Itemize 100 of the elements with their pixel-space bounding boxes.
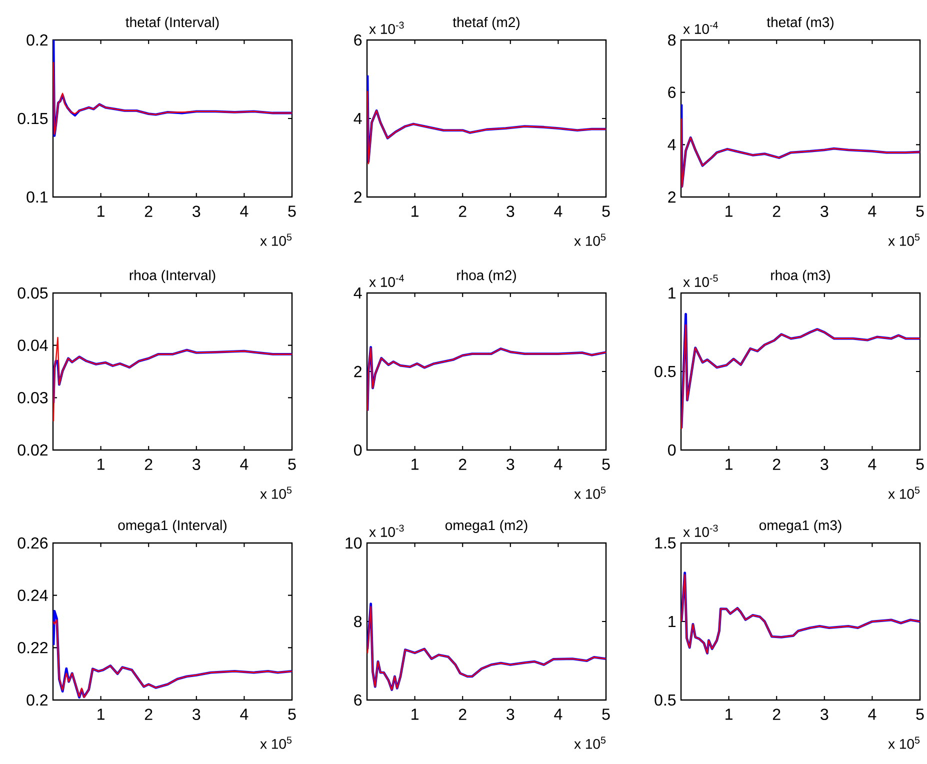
x-tick-label: 5 [288,708,296,720]
x-tick-label: 5 [288,206,296,217]
x-tick-label: 3 [506,458,514,470]
line-series [53,40,292,137]
y-tick-label: 0.5 [654,694,676,706]
y-tick-label: 2 [668,191,676,203]
y-axis-title: x 10$^{-3}$ [683,524,718,537]
x-tick-label: 2 [144,458,152,470]
x-tick-label: 1 [412,206,418,217]
y-tick-label: 1 [668,288,676,299]
x-tick-label: 4 [868,206,876,217]
y-tick-label: 4 [354,288,362,299]
line-series [367,74,606,163]
y-tick-label: 8 [668,34,676,46]
y-tick-label: 0.15 [18,112,48,124]
x-tick-label: 3 [506,206,514,218]
x-tick-label: 2 [772,206,780,217]
y-tick-label: 4 [354,113,362,124]
x-tick-label: 2 [458,206,466,217]
y-tick-label: 8 [354,616,362,628]
y-tick-label: 0.02 [18,444,48,456]
x-axis-title: x 10$^{5}$ [260,234,292,246]
y-tick-label: 0.26 [18,537,48,549]
y-axis-title: x 10$^{-4}$ [683,22,718,34]
x-tick-label: 3 [820,458,828,470]
line-series [53,61,292,135]
y-tick-label: 0.24 [18,590,48,601]
chart-title: rhoa (m2) [457,270,516,283]
x-tick-label: 3 [192,458,200,470]
chart-title: thetaf (m3) [766,16,834,30]
line-series [367,90,606,164]
x-tick-label: 5 [602,458,610,470]
x-tick-label: 1 [726,458,732,470]
x-axis-title: x 10$^{5}$ [574,736,606,749]
x-tick-label: 1 [98,458,104,470]
chart-title: rhoa (Interval) [130,270,216,283]
x-tick-label: 5 [602,708,610,720]
x-axis-title: x 10$^{5}$ [260,486,292,499]
chart-title: thetaf (Interval) [126,16,219,30]
x-tick-label: 1 [98,206,104,217]
x-tick-label: 2 [772,708,780,720]
x-tick-label: 5 [916,458,924,470]
x-axis-title: x 10$^{5}$ [574,234,606,246]
y-tick-label: 0.22 [18,642,48,654]
x-tick-label: 2 [458,458,466,470]
y-tick-label: 6 [668,86,676,98]
y-tick-label: 1.5 [655,537,676,549]
x-tick-label: 1 [726,708,732,720]
y-tick-label: 2 [354,191,362,203]
chart-title: omega1 (m3) [759,520,842,533]
chart-title: rhoa (m3) [771,270,830,283]
x-tick-label: 1 [412,708,418,720]
y-tick-label: 6 [354,694,362,706]
x-tick-label: 4 [868,458,876,470]
line-series [681,103,920,188]
x-tick-label: 5 [602,206,610,217]
x-tick-label: 3 [506,708,514,720]
x-tick-label: 4 [240,458,248,470]
y-tick-label: 10 [346,537,362,549]
chart-title: thetaf (m2) [452,16,520,30]
y-axis-title: x 10$^{-5}$ [683,274,718,287]
y-tick-label: 0.2 [26,34,48,46]
y-tick-label: 0.03 [18,392,48,404]
y-axis-title: x 10$^{-4}$ [369,274,404,287]
x-tick-label: 4 [240,206,248,217]
x-tick-label: 1 [412,458,418,470]
y-tick-label: 1 [668,616,676,628]
y-tick-label: 0.5 [654,366,676,378]
y-tick-label: 0 [668,444,676,456]
y-axis-title: x 10$^{-3}$ [369,22,404,34]
x-tick-label: 2 [458,708,466,720]
x-axis-title: x 10$^{5}$ [260,736,292,749]
y-tick-label: 0 [354,444,362,456]
x-axis-title: x 10$^{5}$ [888,736,920,749]
chart-title: omega1 (Interval) [118,520,226,533]
x-tick-label: 2 [772,458,780,470]
chart-title: omega1 (m2) [445,520,528,533]
x-tick-label: 2 [144,206,152,217]
line-series [53,336,292,422]
x-tick-label: 2 [144,708,152,720]
x-tick-label: 4 [240,708,248,720]
x-tick-label: 4 [868,708,876,720]
line-series [681,118,920,188]
x-tick-label: 3 [820,708,828,720]
y-tick-label: 0.1 [26,191,48,203]
x-axis-title: x 10$^{5}$ [888,234,920,246]
x-axis-title: x 10$^{5}$ [888,486,920,499]
y-tick-label: 6 [354,34,362,46]
x-tick-label: 4 [554,708,562,720]
y-tick-label: 4 [668,139,676,150]
y-tick-label: 2 [354,366,362,378]
x-tick-label: 1 [726,206,732,217]
x-tick-label: 3 [192,708,200,720]
x-tick-label: 4 [554,206,562,217]
x-axis-title: x 10$^{5}$ [574,486,606,499]
y-tick-label: 0.2 [26,694,48,706]
y-tick-label: 0.04 [18,340,48,351]
x-tick-label: 4 [554,458,562,470]
x-tick-label: 3 [820,206,828,218]
x-tick-label: 1 [98,708,104,720]
